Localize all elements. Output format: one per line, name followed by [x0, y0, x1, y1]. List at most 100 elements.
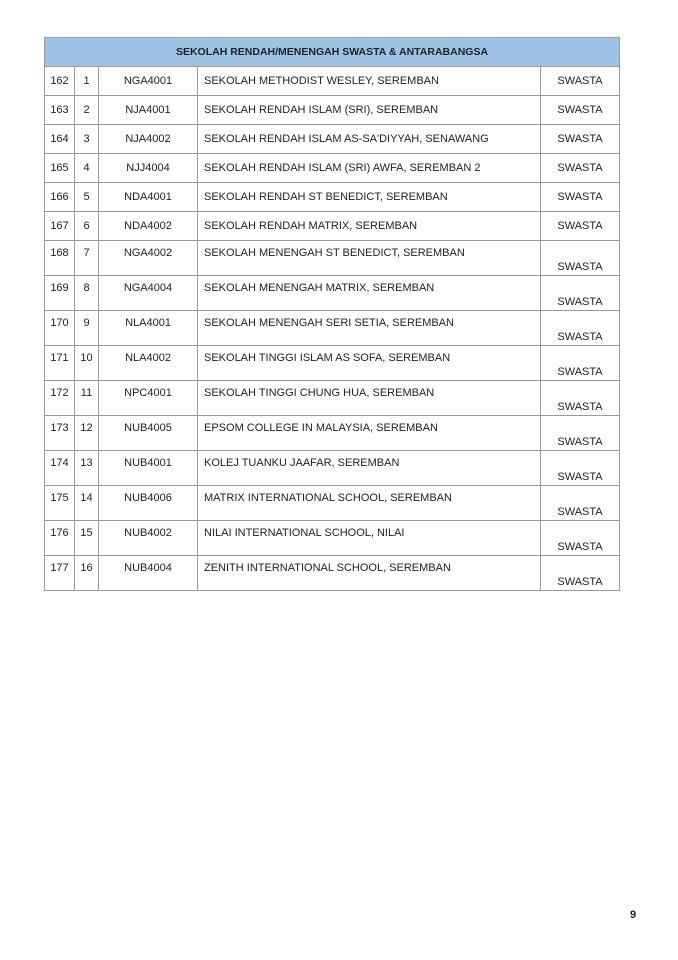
school-code: NUB4004 — [98, 555, 198, 591]
row-number: 169 — [44, 275, 75, 311]
row-index: 8 — [74, 275, 99, 311]
row-index: 12 — [74, 415, 99, 451]
school-name: KOLEJ TUANKU JAAFAR, SEREMBAN — [197, 450, 541, 486]
row-index: 4 — [74, 153, 99, 183]
school-type: SWASTA — [539, 240, 621, 276]
row-number: 171 — [44, 345, 75, 381]
school-type: SWASTA — [539, 345, 621, 381]
school-name: SEKOLAH RENDAH ISLAM (SRI) AWFA, SEREMBA… — [197, 153, 541, 183]
table-row: 173 12 NUB4005 EPSOM COLLEGE IN MALAYSIA, S… — [44, 415, 621, 451]
school-type: SWASTA — [539, 95, 621, 125]
row-index: 15 — [74, 520, 99, 556]
table-row: 164 3 NJA4002 SEKOLAH RENDAH ISLAM AS-SA'DI… — [44, 124, 621, 154]
row-number: 164 — [44, 124, 75, 154]
row-index: 6 — [74, 211, 99, 241]
school-type: SWASTA — [539, 153, 621, 183]
table-row: 175 14 NUB4006 MATRIX INTERNATIONAL SCHOOL,… — [44, 485, 621, 521]
school-type: SWASTA — [539, 275, 621, 311]
school-type: SWASTA — [539, 415, 621, 451]
school-name: SEKOLAH RENDAH MATRIX, SEREMBAN — [197, 211, 541, 241]
school-type: SWASTA — [539, 380, 621, 416]
row-number: 176 — [44, 520, 75, 556]
row-index: 16 — [74, 555, 99, 591]
row-index: 13 — [74, 450, 99, 486]
table-row: 172 11 NPC4001 SEKOLAH TINGGI CHUNG HUA, SE… — [44, 380, 621, 416]
school-name: SEKOLAH RENDAH ISLAM AS-SA'DIYYAH, SENAW… — [197, 124, 541, 154]
row-index: 11 — [74, 380, 99, 416]
school-code: NPC4001 — [98, 380, 198, 416]
table-body: 162 1 NGA4001 SEKOLAH METHODIST WESLEY, SER… — [44, 66, 621, 591]
page-number: 9 — [630, 909, 637, 921]
table-row: 167 6 NDA4002 SEKOLAH RENDAH MATRIX, SEREMB… — [44, 211, 621, 241]
school-type: SWASTA — [539, 182, 621, 212]
school-code: NGA4001 — [98, 66, 198, 96]
school-name: MATRIX INTERNATIONAL SCHOOL, SEREMBAN — [197, 485, 541, 521]
school-code: NLA4002 — [98, 345, 198, 381]
school-type: SWASTA — [539, 450, 621, 486]
row-number: 165 — [44, 153, 75, 183]
row-index: 14 — [74, 485, 99, 521]
row-index: 3 — [74, 124, 99, 154]
row-number: 177 — [44, 555, 75, 591]
row-index: 9 — [74, 310, 99, 346]
table-row: 166 5 NDA4001 SEKOLAH RENDAH ST BENEDICT, S… — [44, 182, 621, 212]
school-table: SEKOLAH RENDAH/MENENGAH SWASTA & ANTARAB… — [43, 37, 621, 591]
school-code: NGA4002 — [98, 240, 198, 276]
row-number: 175 — [44, 485, 75, 521]
table-row: 165 4 NJJ4004 SEKOLAH RENDAH ISLAM (SRI) AW… — [44, 153, 621, 183]
school-name: EPSOM COLLEGE IN MALAYSIA, SEREMBAN — [197, 415, 541, 451]
row-number: 162 — [44, 66, 75, 96]
table-row: 174 13 NUB4001 KOLEJ TUANKU JAAFAR, SEREMBA… — [44, 450, 621, 486]
school-type: SWASTA — [539, 66, 621, 96]
table-row: 177 16 NUB4004 ZENITH INTERNATIONAL SCHOOL,… — [44, 555, 621, 591]
row-index: 2 — [74, 95, 99, 125]
school-code: NLA4001 — [98, 310, 198, 346]
school-type: SWASTA — [539, 211, 621, 241]
school-name: SEKOLAH TINGGI CHUNG HUA, SEREMBAN — [197, 380, 541, 416]
table-row: 170 9 NLA4001 SEKOLAH MENENGAH SERI SETIA, … — [44, 310, 621, 346]
school-type: SWASTA — [539, 485, 621, 521]
table-row: 168 7 NGA4002 SEKOLAH MENENGAH ST BENEDICT,… — [44, 240, 621, 276]
row-index: 10 — [74, 345, 99, 381]
row-number: 168 — [44, 240, 75, 276]
school-code: NJJ4004 — [98, 153, 198, 183]
school-name: SEKOLAH RENDAH ST BENEDICT, SEREMBAN — [197, 182, 541, 212]
table-row: 176 15 NUB4002 NILAI INTERNATIONAL SCHOOL, … — [44, 520, 621, 556]
school-code: NUB4005 — [98, 415, 198, 451]
table-row: 162 1 NGA4001 SEKOLAH METHODIST WESLEY, SER… — [44, 66, 621, 96]
row-number: 167 — [44, 211, 75, 241]
school-type: SWASTA — [539, 124, 621, 154]
school-type: SWASTA — [539, 310, 621, 346]
school-name: SEKOLAH MENENGAH MATRIX, SEREMBAN — [197, 275, 541, 311]
school-name: SEKOLAH MENENGAH SERI SETIA, SEREMBAN — [197, 310, 541, 346]
school-name: ZENITH INTERNATIONAL SCHOOL, SEREMBAN — [197, 555, 541, 591]
table-row: 163 2 NJA4001 SEKOLAH RENDAH ISLAM (SRI), S… — [44, 95, 621, 125]
school-name: SEKOLAH RENDAH ISLAM (SRI), SEREMBAN — [197, 95, 541, 125]
school-type: SWASTA — [539, 555, 621, 591]
school-code: NDA4002 — [98, 211, 198, 241]
school-name: SEKOLAH TINGGI ISLAM AS SOFA, SEREMBAN — [197, 345, 541, 381]
row-index: 7 — [74, 240, 99, 276]
row-number: 173 — [44, 415, 75, 451]
school-type: SWASTA — [539, 520, 621, 556]
school-code: NJA4001 — [98, 95, 198, 125]
row-number: 170 — [44, 310, 75, 346]
table-title: SEKOLAH RENDAH/MENENGAH SWASTA & ANTARAB… — [43, 37, 621, 67]
school-code: NUB4006 — [98, 485, 198, 521]
row-number: 172 — [44, 380, 75, 416]
row-index: 1 — [74, 66, 99, 96]
school-name: NILAI INTERNATIONAL SCHOOL, NILAI — [197, 520, 541, 556]
table-row: 171 10 NLA4002 SEKOLAH TINGGI ISLAM AS SOFA… — [44, 345, 621, 381]
school-code: NUB4001 — [98, 450, 198, 486]
school-name: SEKOLAH MENENGAH ST BENEDICT, SEREMBAN — [197, 240, 541, 276]
school-code: NUB4002 — [98, 520, 198, 556]
row-number: 166 — [44, 182, 75, 212]
school-code: NDA4001 — [98, 182, 198, 212]
school-code: NJA4002 — [98, 124, 198, 154]
school-code: NGA4004 — [98, 275, 198, 311]
row-number: 174 — [44, 450, 75, 486]
row-number: 163 — [44, 95, 75, 125]
school-name: SEKOLAH METHODIST WESLEY, SEREMBAN — [197, 66, 541, 96]
row-index: 5 — [74, 182, 99, 212]
table-row: 169 8 NGA4004 SEKOLAH MENENGAH MATRIX, SERE… — [44, 275, 621, 311]
